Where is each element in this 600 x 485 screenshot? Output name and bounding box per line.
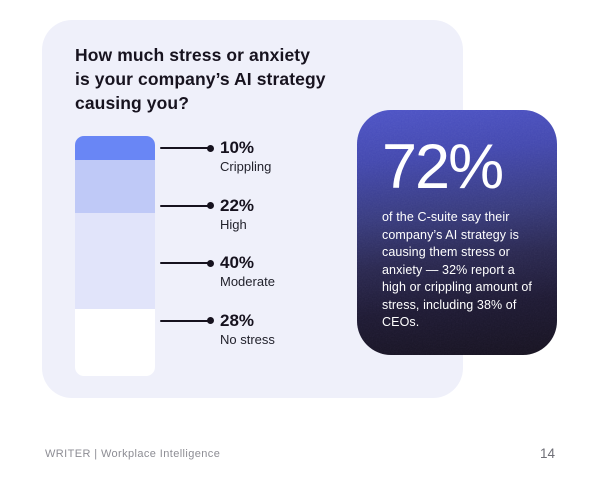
segment-value-label: 22% [220, 195, 255, 215]
footer-brand: WRITER | Workplace Intelligence [45, 447, 221, 460]
segment-value-label: 10% [220, 138, 255, 157]
bar-label-row-moderate: 40% Moderate [160, 253, 275, 290]
bar-label-row-high: 22% High [160, 196, 254, 233]
segment-value-label: 40% [220, 253, 255, 273]
bar-segment-high [75, 160, 155, 213]
stacked-bar-chart: 10% Crippling 22% High 40% Moderate 28% No stre… [75, 136, 435, 376]
bar-label-row-crippling: 10% Crippling [160, 138, 271, 175]
segment-category-label: No stress [220, 331, 275, 347]
chart-title-line-1: How much stress or anxiety [75, 45, 311, 65]
connector-line [160, 317, 214, 325]
bar-segment-crippling [75, 136, 155, 160]
connector-dot [207, 317, 214, 325]
connector-line [160, 202, 214, 210]
segment-label: 40% Moderate [220, 253, 275, 290]
page-number: 14 [539, 446, 555, 461]
chart-title-line-3: causing you? [75, 93, 189, 113]
segment-category-label: Crippling [220, 159, 272, 174]
segment-value-label: 28% [220, 310, 255, 330]
connector-line [160, 259, 214, 267]
stat-description: of the C-suite say their company’s AI st… [382, 210, 533, 330]
connector-dot [207, 259, 214, 267]
stacked-bar [75, 136, 155, 376]
connector-line [160, 144, 214, 152]
segment-label: 28% No stress [220, 311, 275, 348]
connector-dot [207, 202, 214, 210]
segment-category-label: Moderate [220, 274, 275, 290]
segment-category-label: High [220, 216, 247, 232]
chart-title-line-2: is your company’s AI strategy [75, 69, 326, 89]
segment-label: 10% Crippling [220, 138, 271, 175]
segment-label: 22% High [220, 196, 254, 233]
bar-segment-no-stress [75, 308, 155, 376]
slide-footer: WRITER | Workplace Intelligence 14 [45, 446, 555, 461]
stat-value: 72% [382, 132, 504, 202]
stat-callout-card: 72% of the C-suite say their company’s A… [357, 110, 557, 355]
bar-label-row-no-stress: 28% No stress [160, 311, 275, 348]
chart-title: How much stress or anxiety is your compa… [75, 43, 326, 115]
bar-segment-moderate [75, 212, 155, 309]
connector-dot [207, 144, 214, 152]
